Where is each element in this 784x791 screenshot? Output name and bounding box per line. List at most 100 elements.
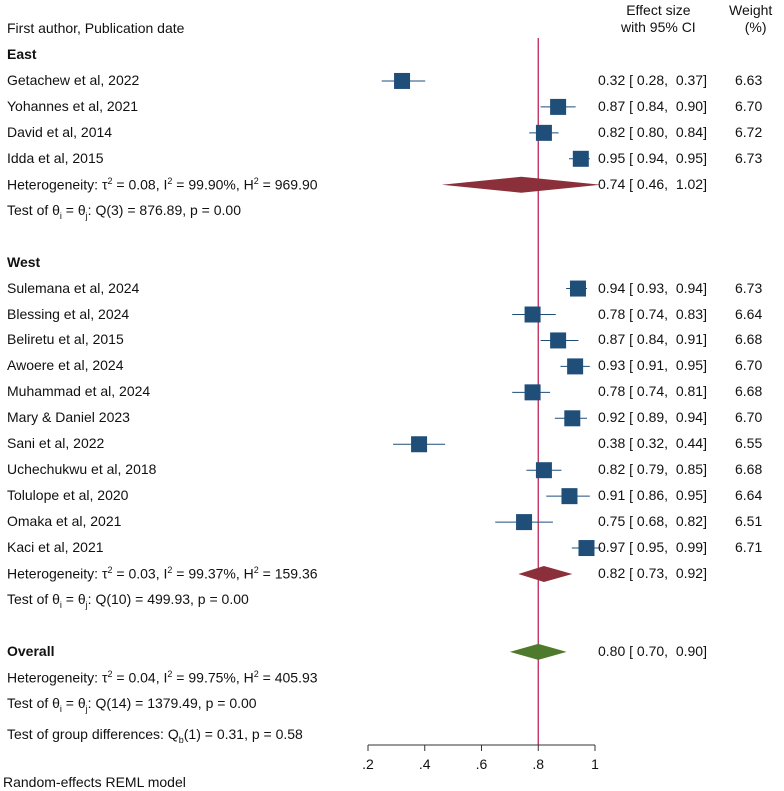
- study-label: Uchechukwu et al, 2018: [7, 461, 157, 478]
- study-weight: 6.73: [735, 149, 763, 166]
- study-weight: 6.70: [735, 409, 763, 426]
- study-weight: 6.51: [735, 513, 763, 530]
- subgroup-test-stat: Q(10) = 499.93, p = 0.00: [95, 590, 249, 607]
- study-label: Sulemana et al, 2024: [7, 279, 140, 296]
- study-weight: 6.68: [735, 461, 763, 478]
- study-column-header: First author, Publication date: [7, 20, 185, 36]
- study-weight: 6.55: [735, 435, 763, 452]
- study-weight: 6.73: [735, 279, 763, 296]
- overall-heterogeneity-tau2: 0.04: [128, 669, 156, 686]
- study-label: Idda et al, 2015: [7, 149, 104, 166]
- subgroup-heterogeneity: Heterogeneity: τ2 = 0.03, I2 = 99.37%, H…: [7, 565, 318, 582]
- study-effect-size: 0.93 [ 0.91, 0.95]: [598, 357, 707, 374]
- overall-heterogeneity-i2: 99.75%: [188, 669, 236, 686]
- subgroup-pooled-effect: 0.74 [ 0.46, 1.02]: [598, 175, 707, 192]
- study-marker: [524, 306, 541, 323]
- subgroup-heterogeneity-tau2: 0.08: [128, 176, 156, 193]
- subgroup-heterogeneity-tau2: 0.03: [128, 565, 156, 582]
- study-label: David et al, 2014: [7, 123, 113, 140]
- overall-heterogeneity: Heterogeneity: τ2 = 0.04, I2 = 99.75%, H…: [7, 668, 318, 686]
- study-marker: [572, 150, 589, 167]
- study-effect-size: 0.91 [ 0.86, 0.95]: [598, 487, 707, 504]
- study-marker: [516, 514, 533, 531]
- weight-column-header: Weight (%): [729, 2, 772, 36]
- study-label: Muhammad et al, 2024: [7, 383, 151, 400]
- study-weight: 6.68: [735, 383, 763, 400]
- x-tick-label: .6: [475, 756, 488, 772]
- effect-header-line1: Effect size: [626, 2, 691, 18]
- study-marker: [524, 384, 541, 401]
- study-effect-size: 0.32 [ 0.28, 0.37]: [598, 71, 707, 88]
- overall-heterogeneity-h2: 405.93: [274, 669, 318, 686]
- study-marker: [578, 540, 595, 557]
- study-label: Yohannes et al, 2021: [7, 97, 139, 114]
- model-note: Random-effects REML model: [3, 774, 186, 790]
- overall-header: Overall: [7, 642, 55, 659]
- study-weight: 6.64: [735, 305, 763, 322]
- x-tick-label: .2: [362, 756, 374, 772]
- study-label: Mary & Daniel 2023: [7, 409, 130, 426]
- subgroup-test: Test of θi = θj: Q(3) = 876.89, p = 0.00: [7, 201, 241, 221]
- study-label: Tolulope et al, 2020: [7, 487, 129, 504]
- study-marker: [550, 98, 567, 115]
- study-effect-size: 0.92 [ 0.89, 0.94]: [598, 409, 707, 426]
- study-label: Beliretu et al, 2015: [7, 331, 124, 348]
- study-effect-size: 0.78 [ 0.74, 0.83]: [598, 305, 707, 322]
- overall-pooled-effect: 0.80 [ 0.70, 0.90]: [598, 642, 707, 659]
- x-tick-label: .4: [418, 756, 431, 772]
- study-marker: [569, 280, 586, 297]
- group-diff-stat: (1) = 0.31, p = 0.58: [183, 725, 303, 742]
- study-label: Awoere et al, 2024: [7, 357, 124, 374]
- study-effect-size: 0.95 [ 0.94, 0.95]: [598, 149, 707, 166]
- x-tick-label: .8: [532, 756, 545, 772]
- study-effect-size: 0.97 [ 0.95, 0.99]: [598, 539, 707, 556]
- x-tick-label: 1: [591, 756, 599, 772]
- subgroup-heterogeneity: Heterogeneity: τ2 = 0.08, I2 = 99.90%, H…: [7, 175, 318, 193]
- effect-column-header: Effect size with 95% CI: [621, 2, 696, 36]
- overall-test-stat: Q(14) = 1379.49, p = 0.00: [95, 694, 257, 711]
- weight-header-line1: Weight: [729, 2, 773, 18]
- study-label: Sani et al, 2022: [7, 435, 105, 452]
- study-label: Blessing et al, 2024: [7, 305, 130, 322]
- study-effect-size: 0.87 [ 0.84, 0.91]: [598, 331, 707, 348]
- subgroup-heterogeneity-h2: 969.90: [274, 176, 318, 193]
- study-marker: [394, 72, 411, 89]
- study-label: Kaci et al, 2021: [7, 539, 104, 556]
- overall-diamond: [509, 643, 567, 660]
- study-marker: [550, 332, 567, 349]
- subgroup-diamond: [518, 566, 573, 582]
- subgroup-heterogeneity-h2: 159.36: [274, 565, 318, 582]
- study-marker: [411, 436, 428, 453]
- overall-test: Test of θi = θj: Q(14) = 1379.49, p = 0.…: [7, 694, 257, 714]
- study-effect-size: 0.82 [ 0.79, 0.85]: [598, 461, 707, 478]
- study-effect-size: 0.78 [ 0.74, 0.81]: [598, 383, 707, 400]
- study-effect-size: 0.87 [ 0.84, 0.90]: [598, 97, 707, 114]
- weight-header-line2: (%): [744, 19, 767, 35]
- study-effect-size: 0.94 [ 0.93, 0.94]: [598, 279, 707, 296]
- study-marker: [561, 488, 578, 505]
- study-weight: 6.71: [735, 539, 763, 556]
- subgroup-header: East: [7, 46, 37, 62]
- study-marker: [535, 462, 552, 479]
- subgroup-header: West: [7, 253, 41, 270]
- subgroup-heterogeneity-i2: 99.37%: [188, 565, 236, 582]
- subgroup-heterogeneity-i2: 99.90%: [188, 176, 236, 193]
- effect-header-line2: with 95% CI: [621, 19, 696, 35]
- study-weight: 6.68: [735, 331, 763, 348]
- study-effect-size: 0.82 [ 0.80, 0.84]: [598, 123, 707, 140]
- subgroup-diamond: [441, 176, 601, 193]
- study-effect-size: 0.38 [ 0.32, 0.44]: [598, 435, 707, 452]
- study-weight: 6.63: [735, 71, 763, 88]
- study-weight: 6.64: [735, 487, 763, 504]
- group-difference-test: Test of group differences: Qb(1) = 0.31,…: [7, 725, 303, 745]
- study-weight: 6.70: [735, 357, 763, 374]
- study-weight: 6.72: [735, 123, 763, 140]
- study-marker: [535, 124, 552, 141]
- study-label: Getachew et al, 2022: [7, 71, 140, 88]
- study-marker: [564, 410, 581, 427]
- study-effect-size: 0.75 [ 0.68, 0.82]: [598, 513, 707, 530]
- study-label: Omaka et al, 2021: [7, 513, 122, 530]
- subgroup-pooled-effect: 0.82 [ 0.73, 0.92]: [598, 565, 707, 581]
- study-marker: [567, 358, 584, 375]
